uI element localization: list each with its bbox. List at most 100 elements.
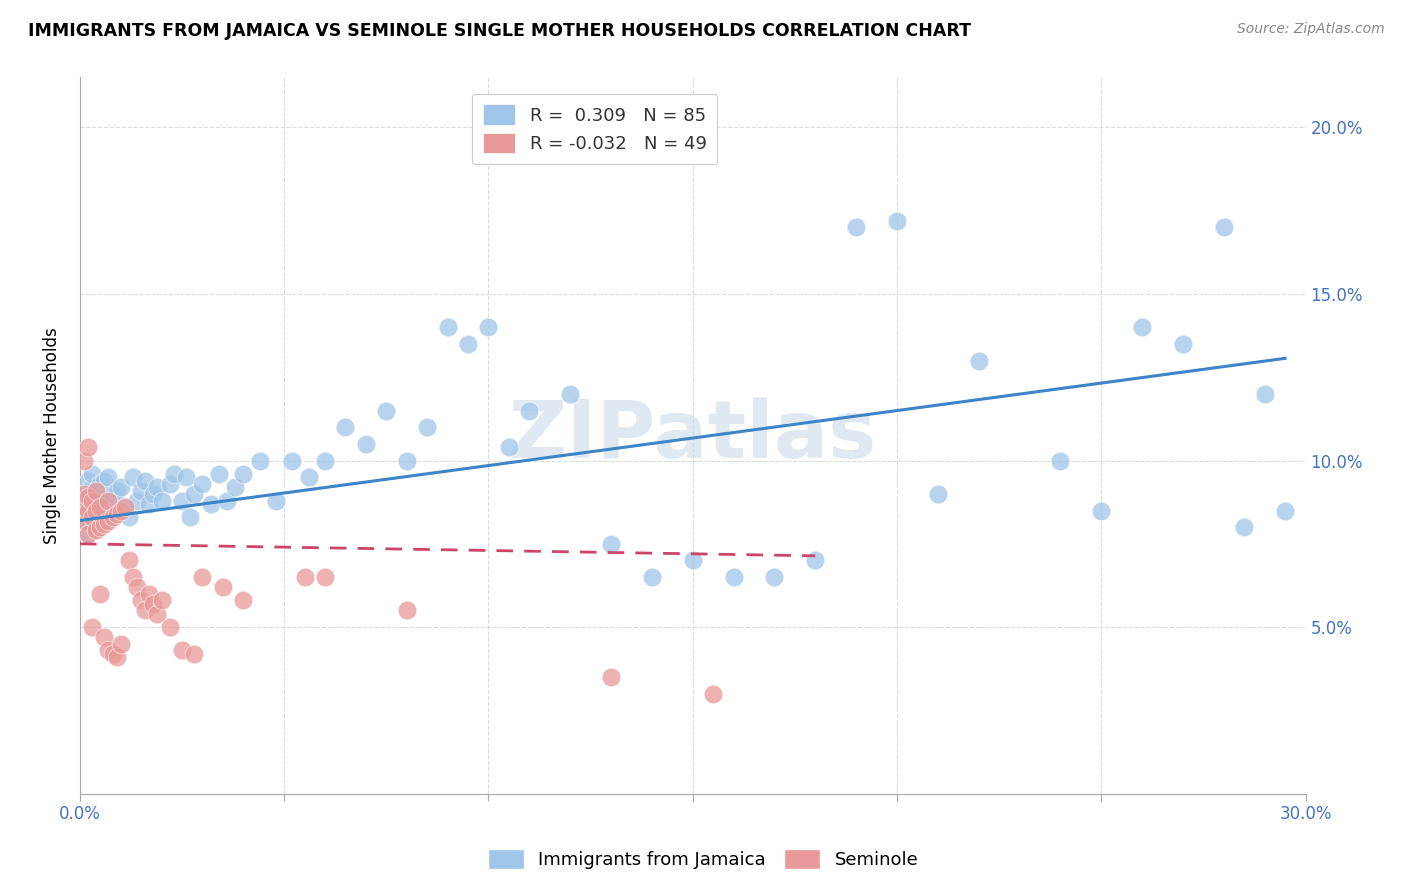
Point [294,570,316,584]
Point [804,553,827,567]
Point [146,607,169,621]
Legend: Immigrants from Jamaica, Seminole: Immigrants from Jamaica, Seminole [478,839,928,879]
Point [1253,387,1275,401]
Point [93,630,115,644]
Point [298,470,321,484]
Point [84,483,107,498]
Point [191,476,214,491]
Point [93,516,115,531]
Point [118,510,141,524]
Point [1212,220,1234,235]
Point [84,524,107,538]
Point [335,420,357,434]
Text: IMMIGRANTS FROM JAMAICA VS SEMINOLE SINGLE MOTHER HOUSEHOLDS CORRELATION CHART: IMMIGRANTS FROM JAMAICA VS SEMINOLE SING… [28,22,972,40]
Point [105,507,128,521]
Point [84,483,107,498]
Legend: R =  0.309   N = 85, R = -0.032   N = 49: R = 0.309 N = 85, R = -0.032 N = 49 [472,94,717,164]
Point [97,643,120,657]
Point [457,337,479,351]
Point [159,476,181,491]
Point [101,647,124,661]
Text: Source: ZipAtlas.com: Source: ZipAtlas.com [1237,22,1385,37]
Point [122,570,145,584]
Point [73,453,96,467]
Point [1233,520,1256,534]
Point [702,687,724,701]
Point [77,503,100,517]
Point [174,470,197,484]
Point [89,500,111,515]
Point [114,500,136,515]
Point [200,497,222,511]
Point [142,597,165,611]
Point [215,493,238,508]
Point [191,570,214,584]
Point [89,587,111,601]
Point [967,353,990,368]
Point [170,643,193,657]
Point [77,474,100,488]
Point [232,593,254,607]
Point [82,620,104,634]
Point [82,510,104,524]
Point [1130,320,1153,334]
Point [93,474,115,488]
Point [82,480,104,494]
Point [1049,453,1071,467]
Point [134,474,156,488]
Point [73,487,96,501]
Point [93,497,115,511]
Point [82,493,104,508]
Point [125,580,148,594]
Point [208,467,231,481]
Point [183,487,205,501]
Point [416,420,439,434]
Point [159,620,181,634]
Point [150,493,173,508]
Point [105,483,128,498]
Point [150,593,173,607]
Point [129,483,152,498]
Point [77,526,100,541]
Text: ZIPatlas: ZIPatlas [509,397,877,475]
Point [498,440,520,454]
Point [118,553,141,567]
Point [354,437,377,451]
Point [89,520,111,534]
Point [110,503,132,517]
Point [97,493,120,508]
Point [641,570,664,584]
Point [84,524,107,538]
Point [77,503,100,517]
Point [517,403,540,417]
Point [77,440,100,454]
Point [97,493,120,508]
Point [224,480,246,494]
Point [110,480,132,494]
Point [600,537,623,551]
Point [97,514,120,528]
Point [927,487,949,501]
Point [82,510,104,524]
Point [314,570,336,584]
Point [73,500,96,515]
Point [84,503,107,517]
Point [82,467,104,481]
Point [77,490,100,504]
Point [89,476,111,491]
Point [110,503,132,517]
Point [101,510,124,524]
Point [600,670,623,684]
Point [395,453,418,467]
Point [105,650,128,665]
Point [682,553,704,567]
Point [77,490,100,504]
Point [163,467,186,481]
Point [886,213,908,227]
Point [138,497,160,511]
Point [179,510,201,524]
Point [558,387,581,401]
Point [212,580,235,594]
Point [1274,503,1296,517]
Point [82,493,104,508]
